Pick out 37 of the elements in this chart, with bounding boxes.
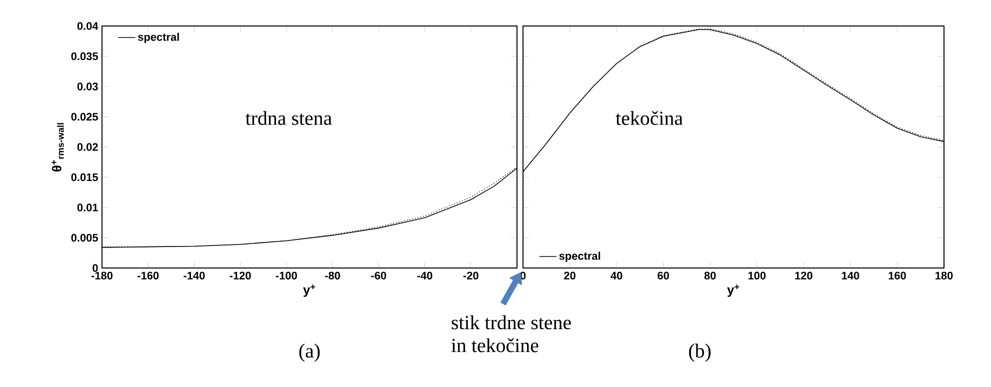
y-axis-title: θ$^{+}$rms-wall bbox=[52, 123, 64, 172]
y-tick-label: 0.015 bbox=[71, 173, 98, 182]
x-tick-label: -100 bbox=[276, 272, 297, 280]
x-tick-label: 40 bbox=[610, 272, 622, 280]
x-tick-label: -60 bbox=[371, 272, 386, 280]
y-tick-label: 0.03 bbox=[77, 82, 98, 90]
x-tick-label: 60 bbox=[658, 272, 669, 280]
x-tick-label: -40 bbox=[417, 272, 432, 280]
text: stik trdne stene in tekočine bbox=[451, 315, 571, 352]
text: (b) bbox=[689, 344, 711, 362]
y-tick-label: 0.04 bbox=[77, 22, 98, 30]
legend-label: spectral bbox=[559, 252, 600, 262]
annotation: tekočina bbox=[616, 110, 683, 125]
x-tick-label: -160 bbox=[138, 272, 159, 280]
x-tick-label: 120 bbox=[795, 272, 812, 280]
x-tick-label: -80 bbox=[325, 272, 340, 280]
x-tick-label: -180 bbox=[91, 272, 113, 280]
x-tick-label: 140 bbox=[842, 272, 860, 280]
annotation: trdna stena bbox=[246, 110, 332, 125]
y-tick-label: 0.035 bbox=[71, 52, 98, 60]
y-tick-label: 0.01 bbox=[77, 204, 98, 212]
y-tick-label: 0 bbox=[92, 264, 98, 272]
y-tick-label: 0.02 bbox=[77, 143, 98, 151]
text: (a) bbox=[299, 344, 320, 362]
x-tick-label: 80 bbox=[704, 272, 716, 280]
x-axis-title: y$^{+}$ bbox=[727, 284, 740, 297]
x-tick-label: 20 bbox=[564, 272, 576, 280]
y-tick-label: 0.005 bbox=[71, 234, 98, 242]
x-tick-label: 180 bbox=[936, 272, 953, 280]
y-tick-label: 0.025 bbox=[71, 112, 98, 121]
x-tick-label: -140 bbox=[184, 272, 205, 280]
x-tick-label: -20 bbox=[463, 272, 478, 280]
x-axis-title: y$^{+}$ bbox=[303, 284, 316, 297]
x-tick-label: -120 bbox=[230, 272, 251, 280]
x-tick-label: 160 bbox=[888, 272, 906, 280]
legend-label: spectral bbox=[138, 32, 179, 44]
x-tick-label: 100 bbox=[748, 272, 766, 280]
